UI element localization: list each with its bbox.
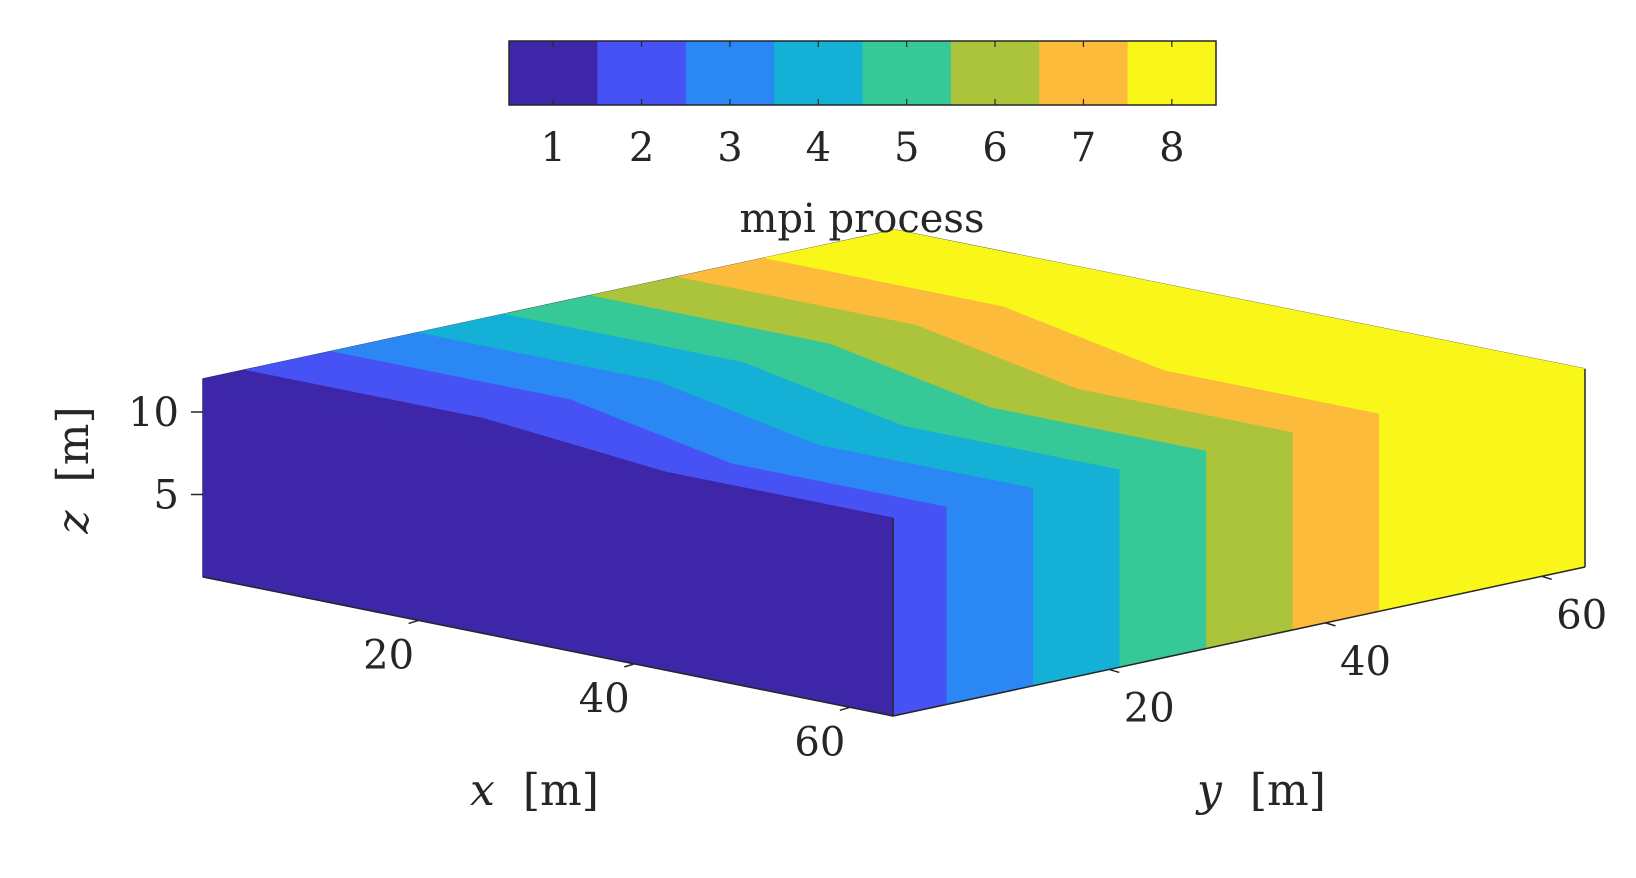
colorbar-ticks: 1 2 3 4 5 6 7 8: [540, 41, 1185, 171]
colorbar: 1 2 3 4 5 6 7 8 mpi process: [508, 40, 1217, 242]
y-tick-label: 60: [1556, 592, 1607, 638]
colorbar-tick-label: 6: [982, 125, 1007, 171]
colorbar-swatch: [1127, 41, 1217, 105]
y-axis-var: y: [1195, 765, 1223, 816]
partition-front-3: [946, 487, 1035, 706]
colorbar-swatch: [774, 41, 863, 105]
colorbar-tick-label: 3: [717, 125, 742, 171]
x-tick-mark: [839, 706, 851, 712]
colorbar-swatch: [950, 41, 1040, 105]
partition-front-6: [1206, 431, 1294, 650]
colorbar-tick-label: 2: [629, 125, 654, 171]
colorbar-swatches: [509, 41, 1217, 105]
y-tick-label: 20: [1124, 685, 1175, 731]
x-axis-label: x [m]: [470, 765, 599, 816]
box-edge: [202, 576, 894, 717]
y-tick-mark: [1541, 575, 1552, 581]
box-edge: [892, 566, 1586, 717]
partition-front-4: [1033, 468, 1121, 687]
colorbar-swatch: [862, 41, 952, 105]
partition-front-2: [892, 505, 948, 717]
svg-text:x [m]: x [m]: [470, 765, 599, 816]
y-tick-label: 40: [1340, 639, 1391, 685]
z-tick-label: 5: [154, 473, 179, 519]
y-axis-unit: [m]: [1250, 765, 1326, 816]
x-tick-label: 60: [794, 719, 845, 765]
x-axis-var: x: [470, 765, 495, 816]
partition-front-7: [1292, 412, 1381, 631]
partition-slabs: [202, 229, 1586, 717]
x-tick-mark: [408, 619, 419, 625]
colorbar-frame: [508, 40, 1217, 106]
colorbar-swatch: [1039, 41, 1129, 105]
z-tick-label: 10: [128, 390, 179, 436]
colorbar-swatch: [509, 41, 598, 105]
colorbar-tick-label: 5: [894, 125, 919, 171]
x-tick-label: 20: [363, 632, 414, 678]
colorbar-tick-label: 7: [1071, 125, 1096, 171]
colorbar-label: mpi process: [740, 196, 985, 242]
colorbar-tick-label: 8: [1159, 125, 1184, 171]
x-tick-label: 40: [579, 676, 630, 722]
partition-front-5: [1119, 449, 1208, 668]
svg-text:z [m]: z [m]: [48, 406, 99, 534]
colorbar-swatch: [685, 41, 775, 105]
axes-box: [202, 369, 1586, 717]
y-tick-mark: [1109, 668, 1120, 674]
z-axis-unit: [m]: [48, 406, 99, 482]
x-tick-mark: [624, 663, 635, 668]
z-axis-label: z [m]: [48, 406, 99, 534]
y-axis-label: y [m]: [1195, 765, 1326, 816]
x-axis-unit: [m]: [523, 765, 599, 816]
svg-text:y [m]: y [m]: [1195, 765, 1326, 816]
colorbar-tick-label: 1: [540, 125, 565, 171]
colorbar-swatch: [597, 41, 687, 105]
z-axis-var: z: [48, 510, 99, 535]
colorbar-tick-label: 4: [806, 125, 831, 171]
axis-ticks: 20 40 60 20 40 60 5 10: [128, 390, 1607, 765]
y-tick-mark: [1325, 622, 1336, 627]
